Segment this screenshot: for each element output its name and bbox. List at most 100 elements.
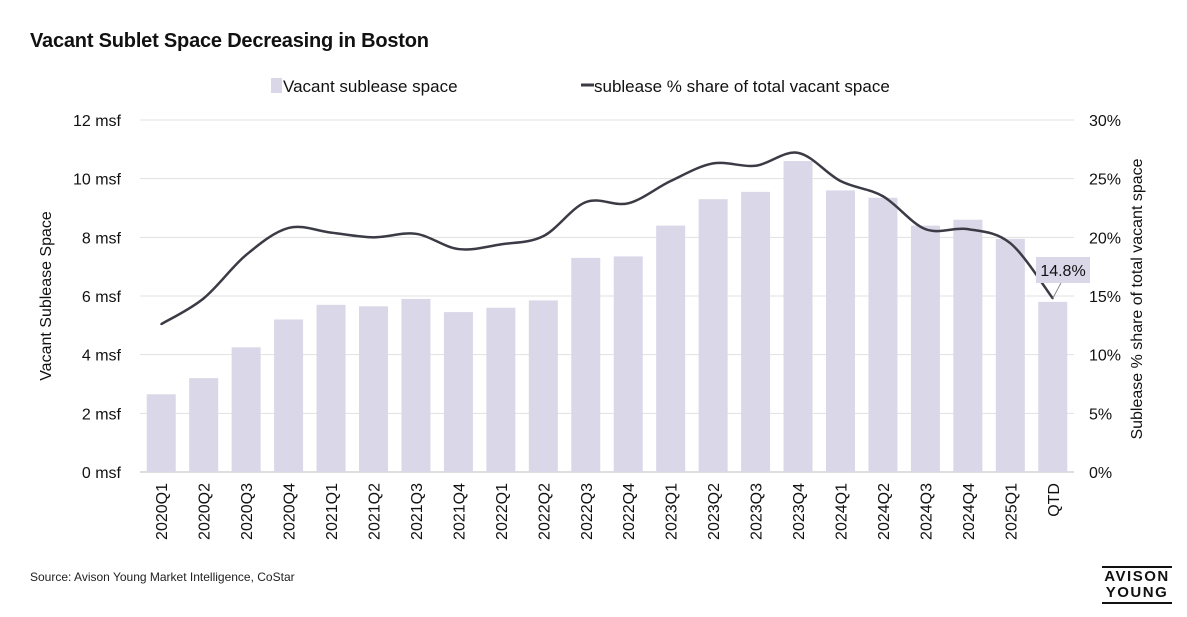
bar (274, 319, 304, 472)
x-tick-label: 2023Q2 (706, 483, 723, 540)
line-point (372, 236, 375, 239)
annotation-box (1036, 257, 1090, 283)
brand-logo: AVISON YOUNG (1100, 565, 1174, 605)
y-right-tick-label: 25% (1089, 172, 1121, 189)
y-right-tick-label: 15% (1089, 289, 1121, 306)
x-tick-label: 2024Q3 (918, 483, 935, 540)
x-tick-label: 2021Q4 (451, 483, 468, 540)
bar (826, 190, 855, 472)
logo-rule-bottom (1102, 602, 1172, 604)
y-left-tick-label: 10 msf (73, 172, 122, 189)
x-tick-label: 2023Q3 (749, 483, 766, 540)
bar (613, 256, 643, 472)
bar (443, 312, 473, 472)
line-point (330, 231, 333, 234)
x-tick-label: 2020Q4 (282, 483, 299, 540)
line-point (414, 232, 417, 235)
bar (741, 191, 771, 472)
y-left-axis-title: Vacant Sublease Space (38, 211, 55, 381)
line-series (160, 151, 1054, 326)
line-point (797, 151, 800, 154)
line-point (712, 162, 715, 165)
x-tick-label: 2020Q2 (197, 483, 214, 540)
axes: 0 msf 2 msf 4 msf 6 msf 8 msf 10 msf 12 msf 0% 5… (38, 113, 1146, 540)
x-tick-label: 2020Q3 (239, 483, 256, 540)
x-tick-label: 2024Q4 (961, 483, 978, 540)
legend-bar-swatch (271, 78, 282, 93)
line-point (160, 323, 163, 326)
bar (401, 298, 431, 472)
y-left-tick-label: 0 msf (82, 465, 122, 482)
bar (1038, 301, 1068, 472)
x-tick-label: 2023Q1 (664, 483, 681, 540)
x-tick-label: 2022Q2 (536, 483, 553, 540)
bar (146, 394, 176, 472)
x-tick-label: 2025Q1 (1003, 483, 1020, 540)
logo-line-1: AVISON (1104, 568, 1170, 585)
y-left-tick-label: 12 msf (73, 113, 122, 130)
x-tick-label: 2023Q4 (791, 483, 808, 540)
bar (910, 225, 940, 472)
x-tick-label: 2022Q3 (579, 483, 596, 540)
line-point (966, 228, 969, 231)
y-left-tick-label: 6 msf (82, 289, 122, 306)
bar (316, 304, 346, 472)
line-point (584, 201, 587, 204)
bar (528, 300, 558, 472)
line-point (881, 195, 884, 198)
annotation-leader (1052, 281, 1063, 299)
source-note: Source: Avison Young Market Intelligence… (30, 570, 295, 584)
bar (231, 347, 261, 472)
x-tick-label: 2021Q3 (409, 483, 426, 540)
legend: Vacant sublease space sublease % share of… (271, 77, 890, 96)
line-path (160, 151, 1054, 326)
logo-line-2: YOUNG (1105, 584, 1169, 601)
legend-line-label: sublease % share of total vacant space (594, 77, 890, 96)
x-tick-label: 2022Q1 (494, 483, 511, 540)
y-right-tick-label: 30% (1089, 113, 1121, 130)
bar (656, 225, 686, 472)
x-tick-label: 2021Q1 (324, 483, 341, 540)
line-point (627, 202, 630, 205)
annotations: 14.8% (1036, 257, 1090, 299)
bar (189, 378, 219, 472)
line-point (1009, 242, 1012, 245)
line-point (669, 180, 672, 183)
y-right-tick-label: 20% (1089, 230, 1121, 247)
y-left-tick-label: 8 msf (82, 230, 122, 247)
bar (359, 306, 388, 472)
legend-bar-label: Vacant sublease space (283, 77, 458, 96)
line-point (287, 226, 290, 229)
bar (486, 307, 516, 472)
y-left-tick-label: 2 msf (82, 406, 122, 423)
bar-series (146, 161, 1068, 473)
chart-title: Vacant Sublet Space Decreasing in Boston (30, 30, 429, 52)
bar (868, 197, 898, 472)
bar (953, 219, 983, 472)
line-point (457, 248, 460, 251)
line-point (839, 180, 842, 183)
line-point (542, 235, 545, 238)
x-tick-label: 2021Q2 (367, 483, 384, 540)
annotation-label: 14.8% (1040, 263, 1085, 280)
y-right-tick-label: 10% (1089, 348, 1121, 365)
bar (698, 199, 728, 472)
y-right-axis-title: Sublease % share of total vacant space (1129, 158, 1146, 439)
x-tick-label: 2024Q2 (876, 483, 893, 540)
y-right-tick-label: 0% (1089, 465, 1112, 482)
y-left-tick-label: 4 msf (82, 348, 122, 365)
y-right-tick-label: 5% (1089, 406, 1112, 423)
x-tick-label: QTD (1046, 483, 1063, 517)
line-point (754, 164, 757, 167)
bar (783, 161, 813, 473)
bar (571, 257, 601, 472)
x-tick-label: 2020Q1 (154, 483, 171, 540)
line-point (202, 297, 205, 300)
bar (995, 238, 1025, 472)
line-point (499, 243, 502, 246)
logo-rule-top (1102, 566, 1172, 568)
x-tick-label: 2024Q1 (834, 483, 851, 540)
line-point (924, 228, 927, 231)
x-tick-label: 2022Q4 (621, 483, 638, 540)
